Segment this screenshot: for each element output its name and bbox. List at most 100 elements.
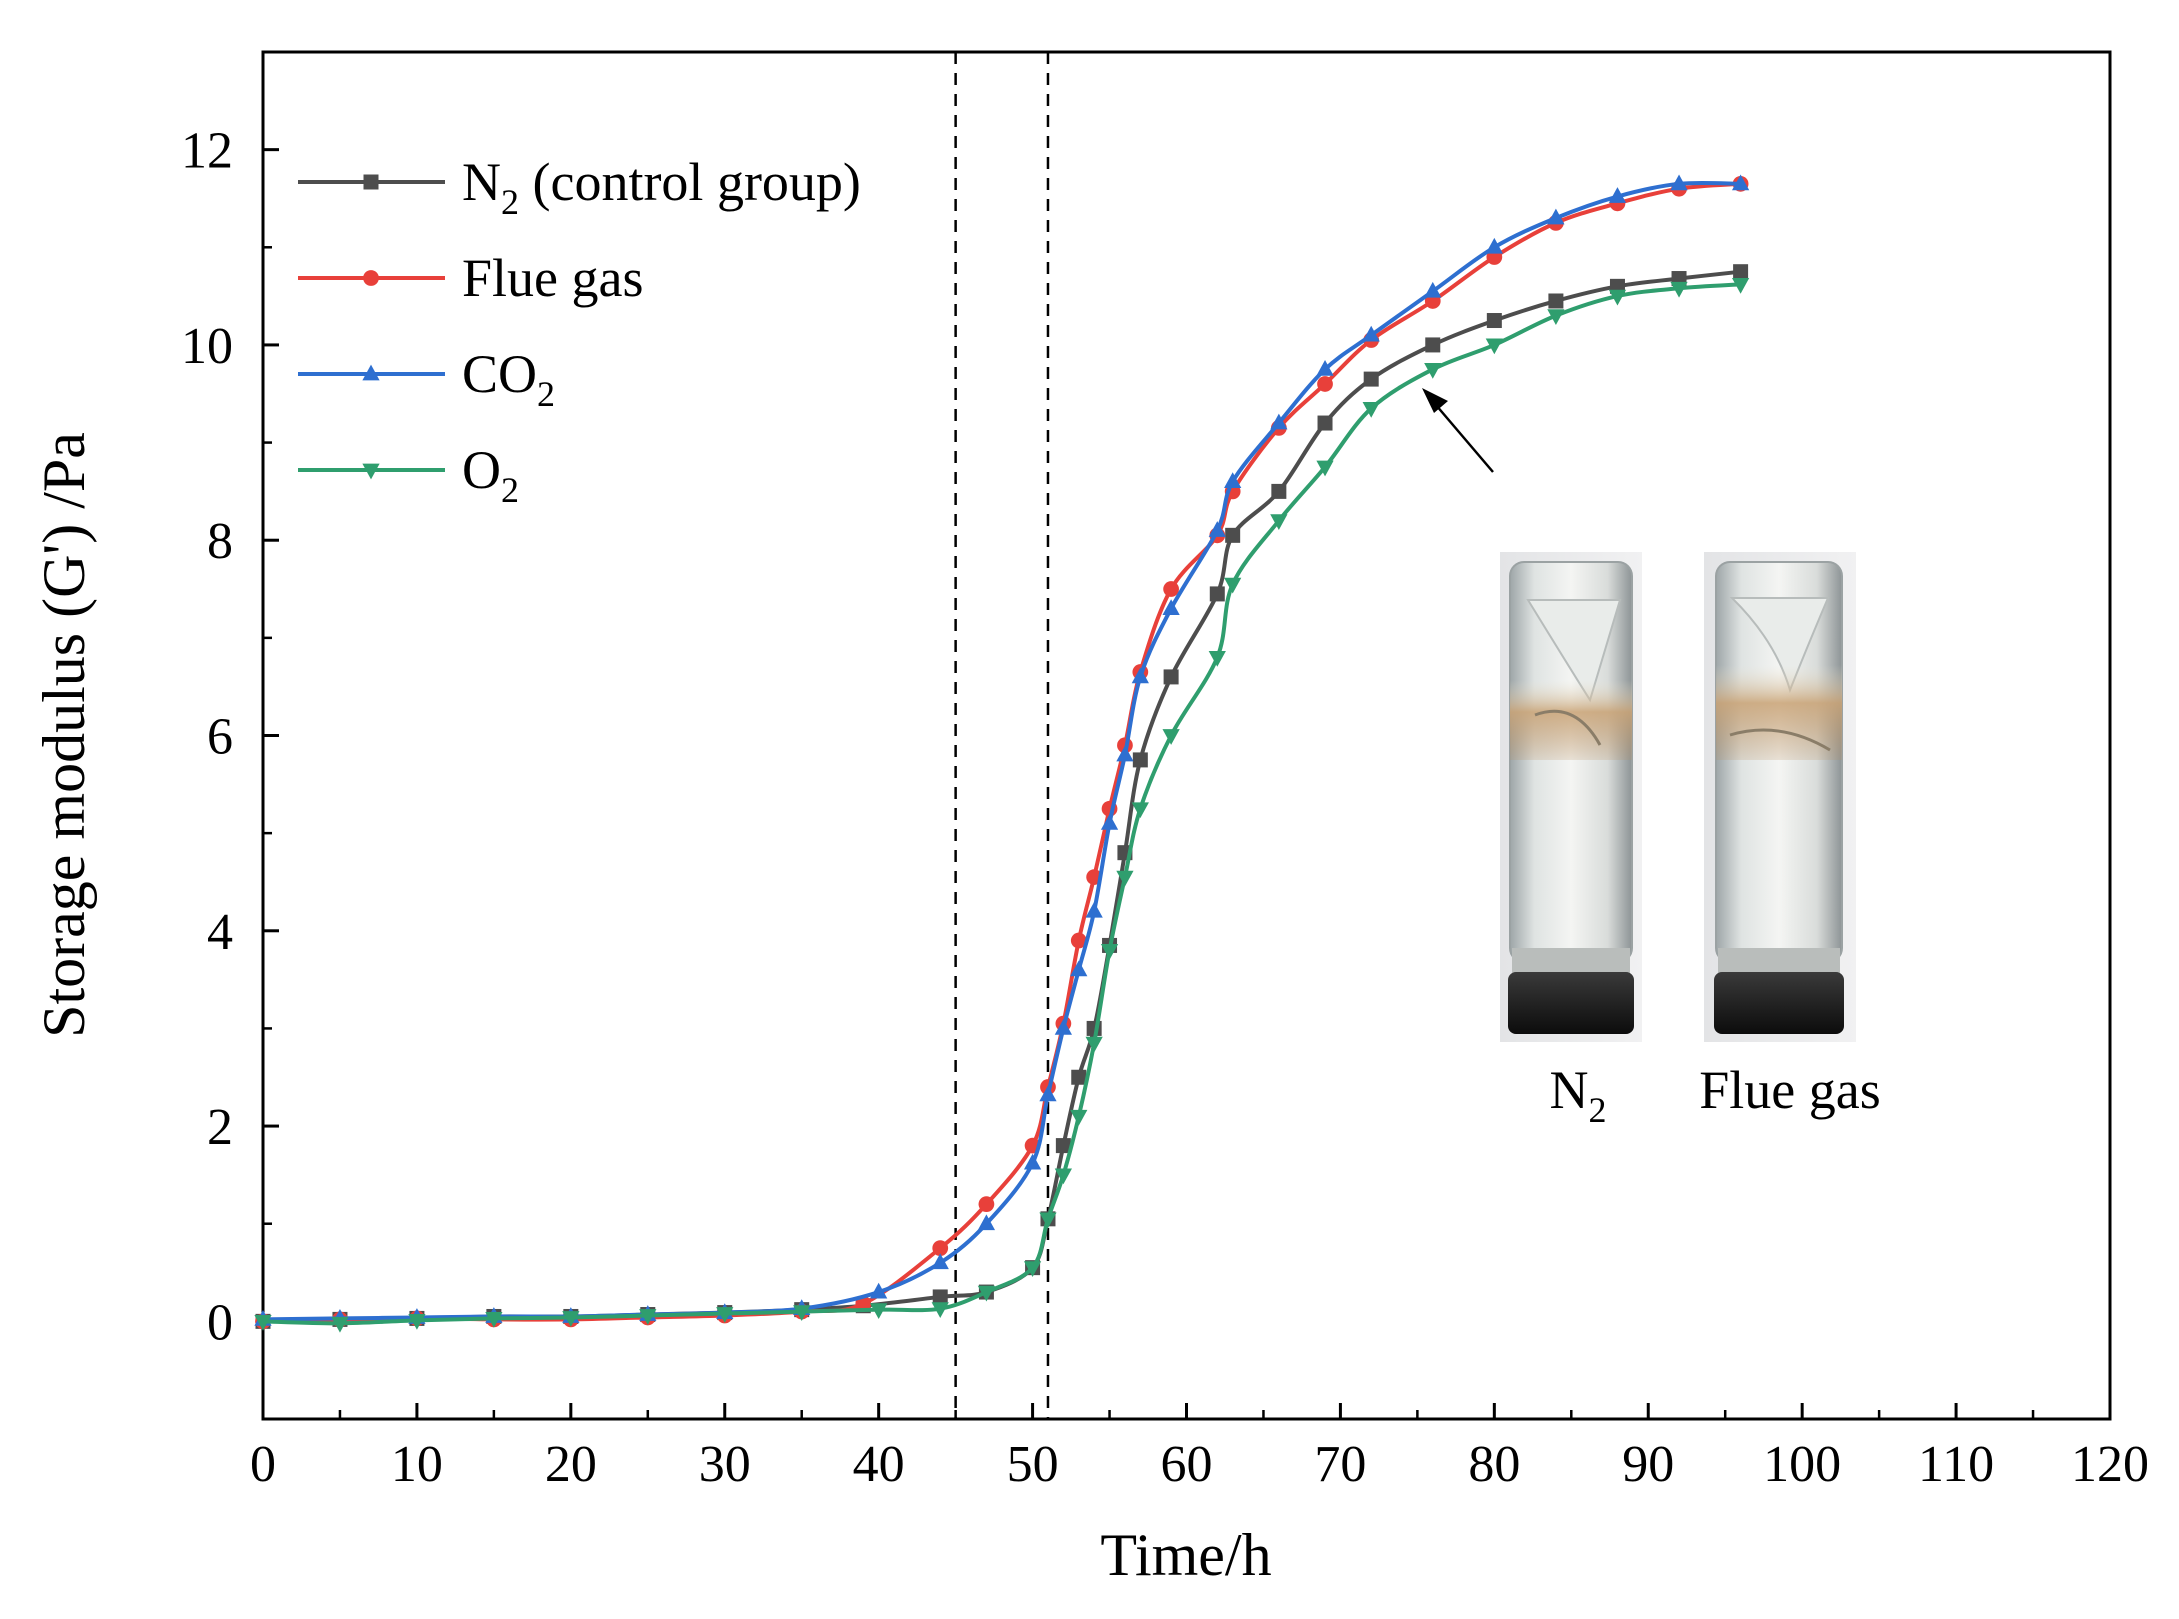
vial-flue-gas-gel-crease bbox=[1729, 728, 1831, 752]
data-point bbox=[1208, 521, 1226, 537]
vial-flue-gas-neck bbox=[1718, 948, 1840, 974]
data-point bbox=[1054, 1019, 1072, 1035]
data-point bbox=[1362, 402, 1380, 418]
data-point bbox=[1608, 289, 1627, 306]
inset-label-n2-subscript: 2 bbox=[1589, 1090, 1607, 1130]
data-point bbox=[1424, 362, 1442, 379]
data-point bbox=[639, 1309, 657, 1325]
legend-name: Flue gas bbox=[462, 248, 644, 308]
reference-lines bbox=[954, 52, 1050, 1419]
data-point bbox=[1733, 264, 1749, 280]
data-point bbox=[1316, 460, 1334, 477]
data-point bbox=[793, 1305, 811, 1321]
data-point bbox=[1670, 174, 1688, 191]
inset-photo: vials N2 Flue gas bbox=[1500, 552, 1881, 1130]
legend-subscript: 2 bbox=[501, 470, 519, 510]
vial-n2-neck bbox=[1512, 948, 1630, 974]
vial-n2-band bbox=[1510, 680, 1632, 760]
data-point bbox=[1131, 667, 1149, 684]
data-point bbox=[932, 1289, 948, 1305]
data-point bbox=[485, 1312, 503, 1328]
x-tick-label: 110 bbox=[1918, 1436, 1994, 1493]
data-point bbox=[1271, 483, 1287, 499]
data-point bbox=[1208, 651, 1226, 667]
x-tick-label: 10 bbox=[391, 1436, 443, 1493]
legend-marker-0 bbox=[363, 174, 379, 190]
data-point bbox=[1116, 745, 1134, 762]
annotation-arrow-shaft bbox=[1429, 397, 1494, 473]
data-point bbox=[1039, 1212, 1057, 1229]
data-point bbox=[1608, 187, 1627, 203]
data-point bbox=[1085, 901, 1103, 918]
data-point bbox=[331, 1316, 349, 1333]
legend-name: N bbox=[462, 152, 501, 212]
data-point bbox=[1731, 174, 1750, 191]
data-point bbox=[1362, 325, 1380, 342]
data-point bbox=[1100, 943, 1119, 960]
data-point bbox=[1023, 1261, 1042, 1278]
data-point bbox=[716, 1307, 734, 1323]
data-point bbox=[1055, 1138, 1071, 1154]
data-point bbox=[870, 1282, 888, 1299]
data-point bbox=[408, 1314, 426, 1330]
data-point bbox=[1070, 1109, 1088, 1126]
x-tick-label: 0 bbox=[250, 1436, 276, 1493]
data-point bbox=[1225, 527, 1241, 543]
x-tick-label: 90 bbox=[1622, 1436, 1674, 1493]
data-point bbox=[1224, 472, 1242, 489]
data-point bbox=[1163, 581, 1179, 597]
data-point bbox=[978, 1196, 995, 1213]
data-point bbox=[1670, 281, 1688, 298]
data-point bbox=[931, 1253, 949, 1270]
data-point bbox=[1547, 208, 1565, 225]
data-point bbox=[1070, 960, 1088, 977]
legend-label-0: N2 (control group) bbox=[462, 152, 861, 222]
x-tick-label: 70 bbox=[1314, 1436, 1366, 1493]
vial-flue-gas bbox=[1704, 552, 1856, 1042]
data-point bbox=[1224, 577, 1242, 594]
y-tick-label: 12 bbox=[181, 123, 233, 180]
y-tick-label: 8 bbox=[207, 513, 233, 570]
x-axis-label: Time/h bbox=[1100, 1522, 1271, 1588]
data-point bbox=[1486, 313, 1502, 329]
data-point bbox=[855, 1295, 872, 1312]
data-point bbox=[1071, 1069, 1087, 1085]
series-layer bbox=[254, 174, 1750, 1333]
data-point bbox=[1116, 870, 1134, 887]
legend-suffix: (control group) bbox=[519, 152, 861, 212]
y-tick-label: 2 bbox=[207, 1099, 233, 1156]
data-point bbox=[1270, 514, 1288, 531]
data-point bbox=[977, 1285, 996, 1302]
legend-marker-2 bbox=[362, 364, 380, 381]
data-point bbox=[977, 1214, 996, 1231]
x-tick-label: 40 bbox=[853, 1436, 905, 1493]
data-point bbox=[870, 1303, 888, 1320]
inset-label-flue-gas: Flue gas bbox=[1699, 1060, 1881, 1120]
data-point bbox=[1485, 338, 1503, 355]
y-axis-label: Storage modulus (G') /Pa bbox=[31, 432, 97, 1038]
data-point bbox=[1209, 586, 1225, 602]
x-tick-label: 60 bbox=[1161, 1436, 1213, 1493]
data-point bbox=[1270, 413, 1288, 430]
data-point bbox=[932, 1240, 949, 1256]
y-tick-label: 4 bbox=[207, 904, 233, 961]
legend-subscript: 2 bbox=[537, 374, 555, 414]
legend-marker-3 bbox=[362, 463, 380, 480]
vial-n2 bbox=[1500, 552, 1642, 1042]
plot-area: 0 10 20 30 40 50 60 70 80 90 100 110 120 0 2 4 6 8 10 12 v… bbox=[181, 50, 2149, 1493]
x-tick-label: 50 bbox=[1007, 1436, 1059, 1493]
legend-name: CO bbox=[462, 344, 537, 404]
data-point bbox=[1039, 1085, 1057, 1102]
data-point bbox=[1317, 376, 1333, 392]
y-tick-label: 0 bbox=[207, 1294, 233, 1351]
legend-name: O bbox=[462, 440, 501, 500]
x-tick-label: 100 bbox=[1763, 1436, 1841, 1493]
data-point bbox=[1131, 802, 1149, 819]
data-point bbox=[1054, 1168, 1072, 1185]
data-point bbox=[1070, 932, 1087, 949]
data-point bbox=[1162, 599, 1180, 615]
legend-label-3: O2 bbox=[462, 440, 519, 510]
annotation-arrow bbox=[1422, 388, 1494, 473]
data-point bbox=[1425, 337, 1441, 353]
